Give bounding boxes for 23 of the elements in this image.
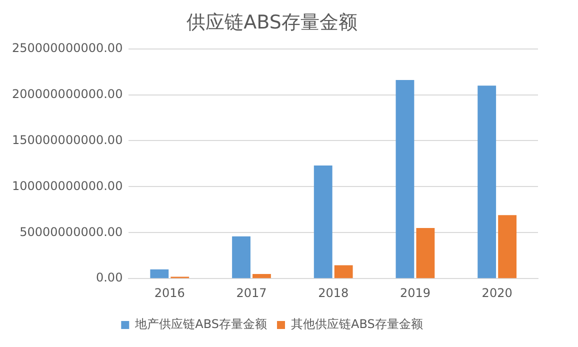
bar [252,274,271,278]
y-tick-label: 50000000000.00 [20,224,123,239]
bar [396,80,414,278]
x-tick-label: 2020 [482,286,512,300]
y-tick-label: 200000000000.00 [12,86,123,101]
bar [314,166,332,278]
y-tick-label: 100000000000.00 [12,178,123,193]
y-tick-label: 250000000000.00 [12,40,123,55]
bar [478,86,496,278]
legend-label: 其他供应链ABS存量金额 [291,317,423,332]
y-tick-label: 0.00 [96,270,123,285]
bar [232,236,250,278]
bar [150,269,169,278]
legend-label: 地产供应链ABS存量金额 [134,317,268,332]
bar [498,215,517,278]
x-tick-label: 2018 [318,286,349,300]
bar [416,228,435,278]
y-tick-label: 150000000000.00 [12,132,123,147]
x-tick-label: 2016 [154,286,185,300]
chart-title: 供应链ABS存量金额 [186,11,358,34]
x-tick-label: 2019 [400,286,430,300]
bar [334,265,353,278]
x-tick-label: 2017 [236,286,267,300]
